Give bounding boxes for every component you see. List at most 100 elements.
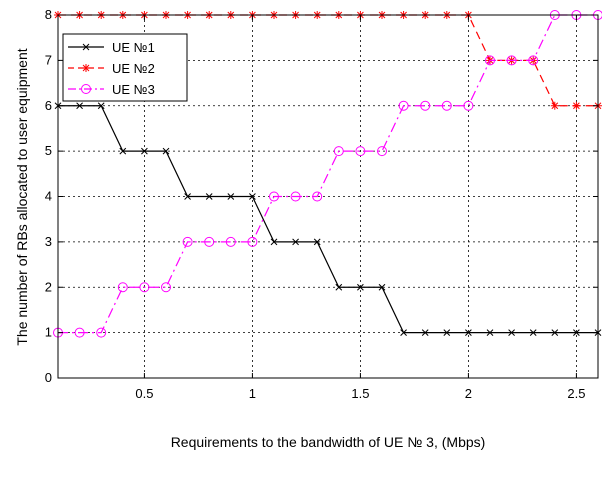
data-point [312,191,323,202]
data-point [204,236,215,247]
data-point [421,329,429,336]
data-point [572,101,581,110]
legend-marker [82,43,90,51]
marker-stroke [270,238,278,246]
y-tick-label: 1 [45,325,52,340]
marker-stroke [141,147,148,155]
data-point [528,55,539,66]
data-point [443,329,451,336]
data-point [550,101,559,110]
marker-stroke [551,329,559,336]
marker-stroke [421,329,429,336]
data-point [398,100,409,111]
series-line [58,14,598,334]
marker-stroke [573,329,580,336]
marker-stroke [205,193,213,200]
data-point [141,147,148,155]
y-tick-label: 8 [45,7,52,22]
y-tick-label: 2 [45,279,52,294]
marker-stroke [76,102,83,110]
x-tick-label: 1.5 [351,386,369,401]
marker-stroke [400,329,407,336]
data-point [529,329,537,336]
x-tick-label: 2.5 [567,386,585,401]
marker-stroke [378,283,386,291]
data-point [506,55,517,66]
data-point [355,146,366,157]
data-point [441,100,452,111]
x-tick-label: 2 [465,386,472,401]
data-point [97,102,105,110]
data-point [357,283,364,291]
marker-stroke [292,238,299,246]
marker-stroke [97,102,105,110]
data-point [96,327,107,338]
data-point [162,147,170,155]
data-point [463,100,474,111]
marker-stroke [508,329,515,336]
y-tick-label: 7 [45,52,52,67]
series-line [58,105,598,334]
data-point [227,193,235,200]
marker-stroke [227,193,235,200]
data-point [400,329,407,336]
marker-stroke [335,283,343,291]
data-point [117,282,128,293]
legend-marker [81,84,91,94]
data-point [465,329,472,336]
marker-stroke [465,329,472,336]
data-point [292,238,299,246]
data-point [486,329,494,336]
data-point [378,283,386,291]
data-point [551,329,559,336]
data-point [270,238,278,246]
marker-stroke [313,238,321,246]
data-point [377,146,387,157]
marker-stroke [249,193,256,200]
data-point [225,236,236,247]
data-point [573,329,580,336]
data-point [335,283,343,291]
x-axis-label: Requirements to the bandwidth of UE № 3,… [171,434,486,450]
marker-stroke [357,283,364,291]
marker-stroke [162,147,170,155]
x-tick-label: 1 [249,386,256,401]
x-tick-label: 0.5 [135,386,153,401]
marker-stroke [529,329,537,336]
y-tick-label: 6 [45,98,52,113]
marker-stroke [573,102,580,110]
marker-stroke [119,147,127,155]
marker-stroke [443,329,451,336]
data-point [249,193,256,200]
marker-stroke [82,64,90,72]
y-tick-label: 0 [45,370,52,385]
legend-label: UE №3 [112,82,155,97]
marker-stroke [82,43,90,51]
data-point [269,191,279,202]
y-tick-label: 3 [45,234,52,249]
y-tick-label: 4 [45,189,52,204]
data-point [420,100,431,111]
y-tick-label: 5 [45,143,52,158]
marker-stroke [551,102,559,110]
data-point [247,236,258,247]
legend-label: UE №2 [112,61,155,76]
legend-marker [82,64,90,72]
series-ue-1 [54,102,602,336]
data-point [76,102,83,110]
legend: UE №1 UE №2 UE №3 [62,33,188,102]
legend-label: UE №1 [112,40,155,55]
data-point [313,238,321,246]
axis-ticks: 0.5 1 1.5 2 2.5 0 1 2 3 4 5 6 7 8 [45,7,598,401]
data-point [205,193,213,200]
data-point [485,55,495,66]
data-point [161,282,171,293]
data-point [182,236,193,247]
marker-stroke [184,193,191,200]
data-point [184,193,191,200]
data-point [119,147,127,155]
data-point [290,191,301,202]
data-point [333,146,344,157]
data-point [508,329,515,336]
